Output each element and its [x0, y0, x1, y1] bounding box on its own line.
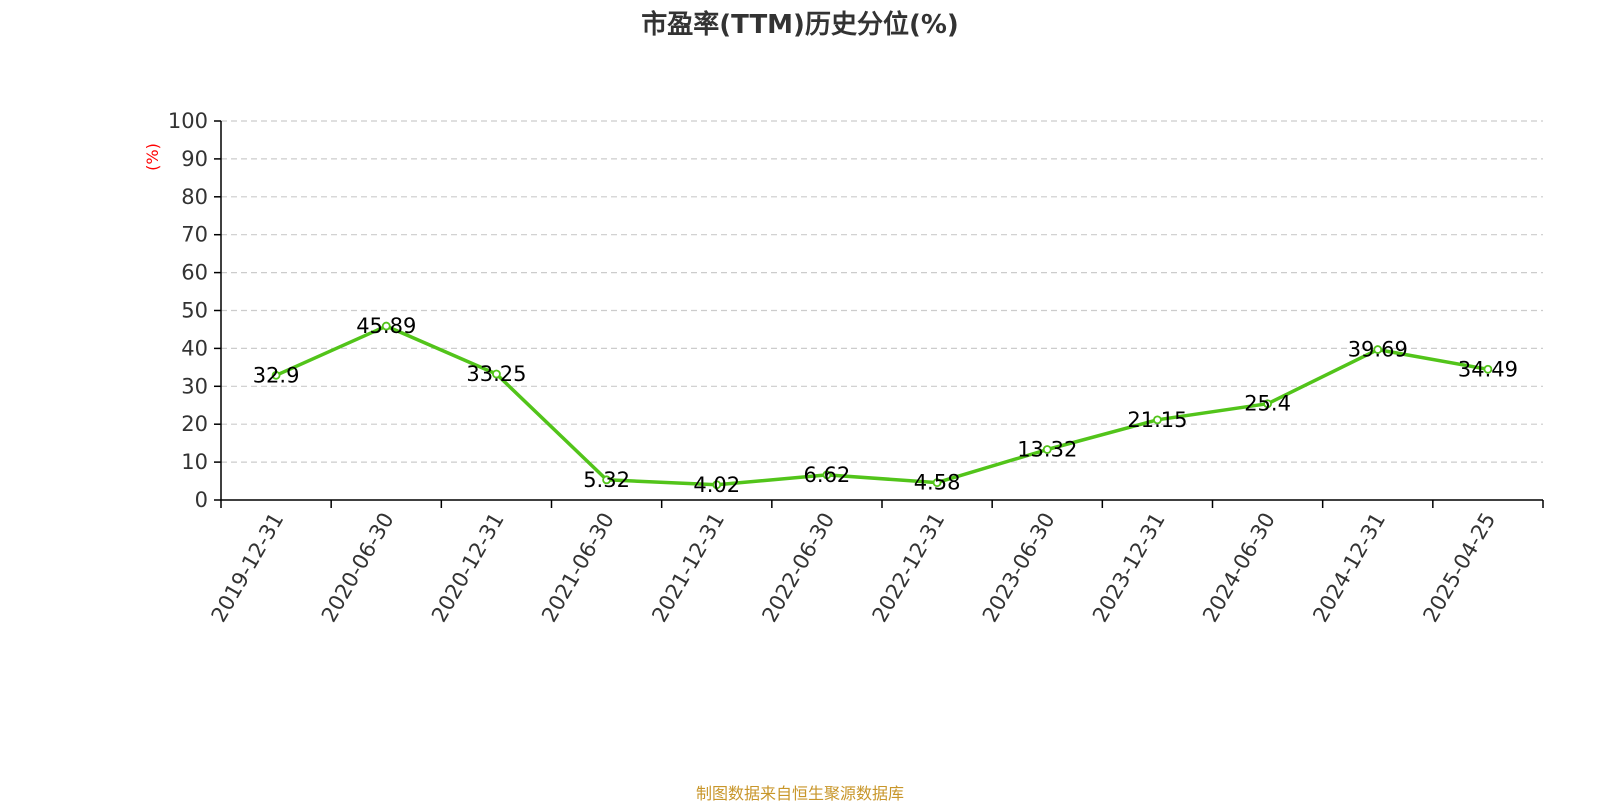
data-label: 13.32	[1017, 438, 1077, 462]
series-line	[274, 324, 1490, 487]
y-axis-label: (%)	[143, 143, 162, 171]
data-point	[1263, 399, 1272, 409]
y-tick-label: 20	[181, 412, 208, 436]
data-labels: 32.9 45.89 33.25 5.32 4.02 6.62 4.58 13.32 21.15…	[253, 314, 1518, 497]
data-point	[1373, 345, 1383, 354]
data-point	[712, 480, 722, 490]
x-tick-label: 2021-12-31	[647, 509, 729, 627]
source-note: 制图数据来自恒生聚源数据库	[695, 784, 904, 803]
x-tick-label: 2020-12-31	[427, 508, 509, 626]
data-label: 4.02	[693, 473, 740, 497]
data-point	[1042, 445, 1052, 454]
x-tick-labels: 2019-12-31 2020-06-30 2020-12-31 2021-06-30…	[207, 508, 1501, 626]
axes	[214, 120, 1544, 508]
data-label: 25.4	[1244, 392, 1291, 416]
data-point	[271, 370, 281, 380]
x-tick-label: 2024-12-31	[1308, 509, 1390, 627]
data-point	[1483, 364, 1493, 374]
data-label: 5.32	[583, 468, 630, 492]
y-tick-labels: 0 10 20 30 40 50 60 70 80 90 100	[168, 109, 208, 512]
y-tick-label: 50	[181, 299, 208, 323]
y-tick-label: 40	[181, 336, 208, 360]
data-label: 6.62	[804, 463, 851, 487]
data-point	[932, 478, 942, 488]
y-tick-label: 80	[181, 185, 208, 209]
data-label: 21.15	[1127, 408, 1187, 432]
data-label: 45.89	[356, 314, 416, 338]
gridlines	[221, 120, 1543, 463]
data-point	[381, 321, 391, 331]
x-tick-label: 2024-06-30	[1198, 509, 1280, 627]
x-tick-label: 2023-12-31	[1088, 509, 1170, 627]
series-layer	[274, 324, 1490, 487]
y-tick-label: 10	[181, 450, 208, 474]
data-points	[271, 321, 1493, 490]
data-point	[1153, 415, 1162, 425]
y-tick-label: 30	[181, 374, 208, 398]
chart-title: 市盈率(TTM)历史分位(%)	[641, 10, 959, 40]
data-label: 33.25	[466, 362, 526, 386]
y-tick-label: 70	[181, 223, 208, 247]
x-tick-label: 2022-06-30	[757, 509, 839, 627]
data-label: 4.58	[914, 471, 961, 495]
data-point	[602, 475, 611, 485]
data-point	[822, 470, 832, 480]
y-tick-label: 60	[181, 261, 208, 285]
y-tick-label: 90	[181, 147, 208, 171]
y-tick-label: 100	[168, 109, 208, 133]
data-label: 39.69	[1348, 338, 1408, 362]
x-tick-label: 2019-12-31	[207, 509, 289, 627]
x-tick-label: 2025-04-25	[1418, 509, 1500, 627]
x-tick-label: 2021-06-30	[537, 509, 619, 627]
x-tick-label: 2022-12-31	[868, 508, 950, 626]
x-tick-label: 2020-06-30	[317, 509, 399, 627]
y-tick-label: 0	[195, 488, 208, 512]
data-label: 32.9	[253, 363, 300, 387]
x-tick-label: 2023-06-30	[978, 509, 1060, 627]
data-label: 34.49	[1458, 357, 1518, 381]
data-point	[492, 369, 501, 379]
